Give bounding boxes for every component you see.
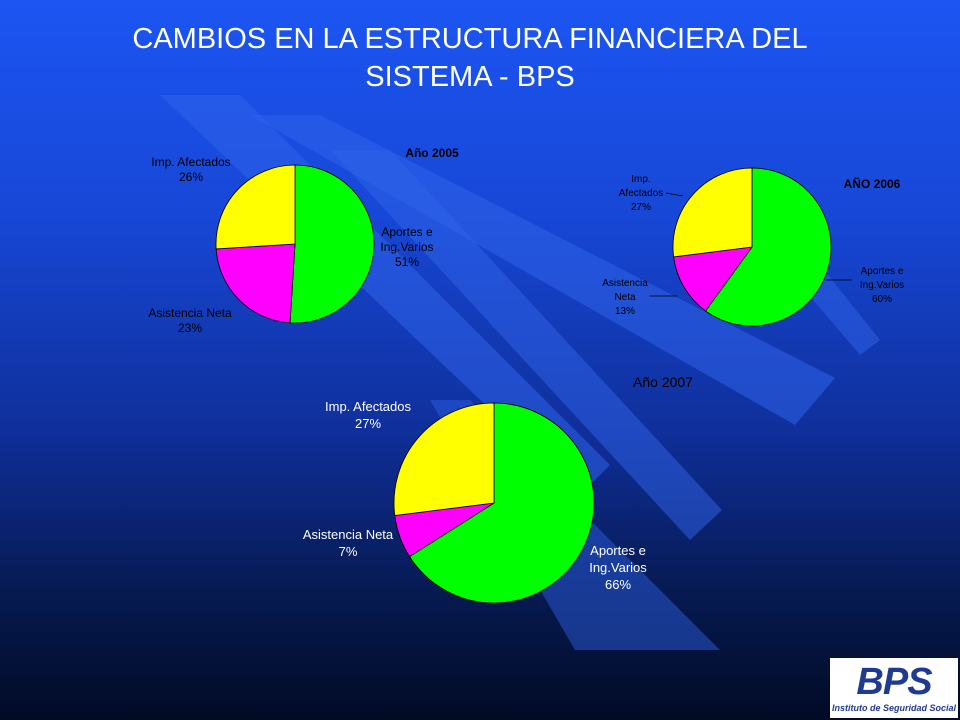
chart-title: Año 2005: [405, 146, 459, 160]
slice-label-aportes: Aportes e Ing.Varios 60%: [860, 266, 904, 305]
slice-label-impuestos: Imp. Afectados 27%: [619, 174, 663, 213]
pie-slice-impuestos: [393, 402, 495, 516]
chart-title: AÑO 2006: [844, 176, 901, 191]
pie-slice-aportes: [705, 167, 832, 327]
chart-title: Año 2007: [633, 374, 693, 390]
pie-slice-impuestos: [672, 167, 753, 258]
pie-slice-asistencia: [215, 243, 296, 324]
pie-slice-aportes: [409, 402, 595, 604]
bps-logo-caption: Instituto de Seguridad Social: [831, 703, 956, 713]
slide-title-line-2: SISTEMA - BPS: [365, 61, 575, 93]
slice-label-asistencia: Asistencia Neta 7%: [303, 527, 394, 559]
slice-label-impuestos: Imp. Afectados 26%: [151, 155, 230, 184]
pie-slice-aportes: [289, 164, 375, 324]
bps-logo-mark: BPS: [856, 661, 932, 703]
bps-logo: BPS Instituto de Seguridad Social: [830, 658, 958, 718]
slice-label-asistencia: Asistencia Neta 23%: [148, 306, 232, 335]
slice-label-asistencia: Asistencia Neta 13%: [602, 278, 648, 317]
leader-line: [665, 192, 684, 197]
diagonal-stripe: [330, 150, 722, 540]
pie-slice-impuestos: [215, 164, 296, 250]
slice-label-aportes: Aportes e Ing.Varios 66%: [589, 543, 647, 592]
slice-label-aportes: Aportes e Ing.Varios 51%: [380, 225, 433, 269]
slide-title-line-1: CAMBIOS EN LA ESTRUCTURA FINANCIERA DEL: [132, 23, 808, 55]
slice-label-impuestos: Imp. Afectados 27%: [325, 399, 411, 431]
slide-title: CAMBIOS EN LA ESTRUCTURA FINANCIERA DEL …: [60, 20, 880, 96]
pie-slice-asistencia: [673, 246, 753, 312]
